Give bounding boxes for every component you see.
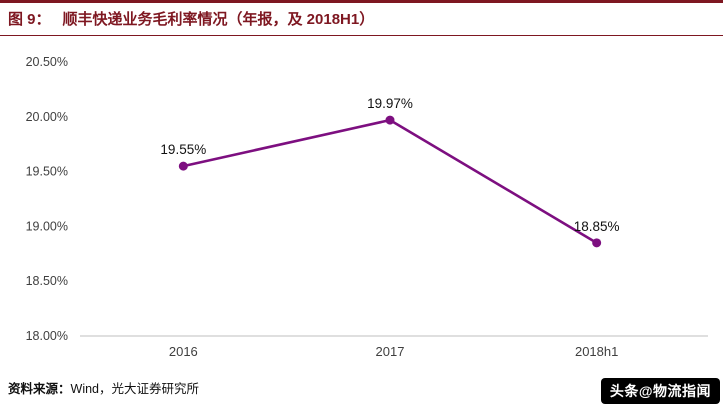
data-point-marker bbox=[178, 161, 188, 171]
figure-title-text: 顺丰快递业务毛利率情况（年报，及 2018H1） bbox=[62, 11, 375, 28]
y-axis-tick-label: 19.00% bbox=[26, 219, 68, 233]
data-point-label: 18.85% bbox=[574, 219, 620, 234]
y-axis-tick-label: 20.50% bbox=[26, 55, 68, 69]
data-point-marker bbox=[385, 115, 395, 125]
y-axis-tick-label: 19.50% bbox=[26, 165, 68, 179]
top-divider bbox=[0, 0, 723, 3]
line-chart: 18.00% 18.50% 19.00% 19.50% 20.00% 20.50% 19.5… bbox=[0, 44, 723, 366]
title-divider bbox=[0, 35, 723, 36]
y-axis-tick-label: 18.00% bbox=[26, 329, 68, 343]
data-point-label: 19.55% bbox=[160, 142, 206, 157]
source-text: Wind，光大证券研究所 bbox=[70, 382, 199, 396]
data-point-label: 19.97% bbox=[367, 96, 413, 111]
x-axis-category-label: 2018h1 bbox=[575, 344, 618, 359]
source-note: 资料来源：Wind，光大证券研究所 bbox=[8, 378, 199, 397]
figure-number-label: 图 9： bbox=[8, 11, 51, 28]
data-point-marker bbox=[592, 238, 602, 248]
source-label: 资料来源： bbox=[8, 382, 71, 396]
x-axis-category-label: 2017 bbox=[376, 344, 405, 359]
y-axis-tick-label: 20.00% bbox=[26, 110, 68, 124]
x-axis-category-label: 2016 bbox=[169, 344, 198, 359]
margin-trend-line-chart: 18.00% 18.50% 19.00% 19.50% 20.00% 20.50% 19.5… bbox=[26, 55, 708, 359]
series-line bbox=[182, 118, 598, 245]
chart-title: 图 9： 顺丰快递业务毛利率情况（年报，及 2018H1） bbox=[8, 8, 715, 29]
watermark-badge: 头条@物流指闻 bbox=[600, 378, 720, 404]
y-axis-tick-label: 18.50% bbox=[26, 274, 68, 288]
